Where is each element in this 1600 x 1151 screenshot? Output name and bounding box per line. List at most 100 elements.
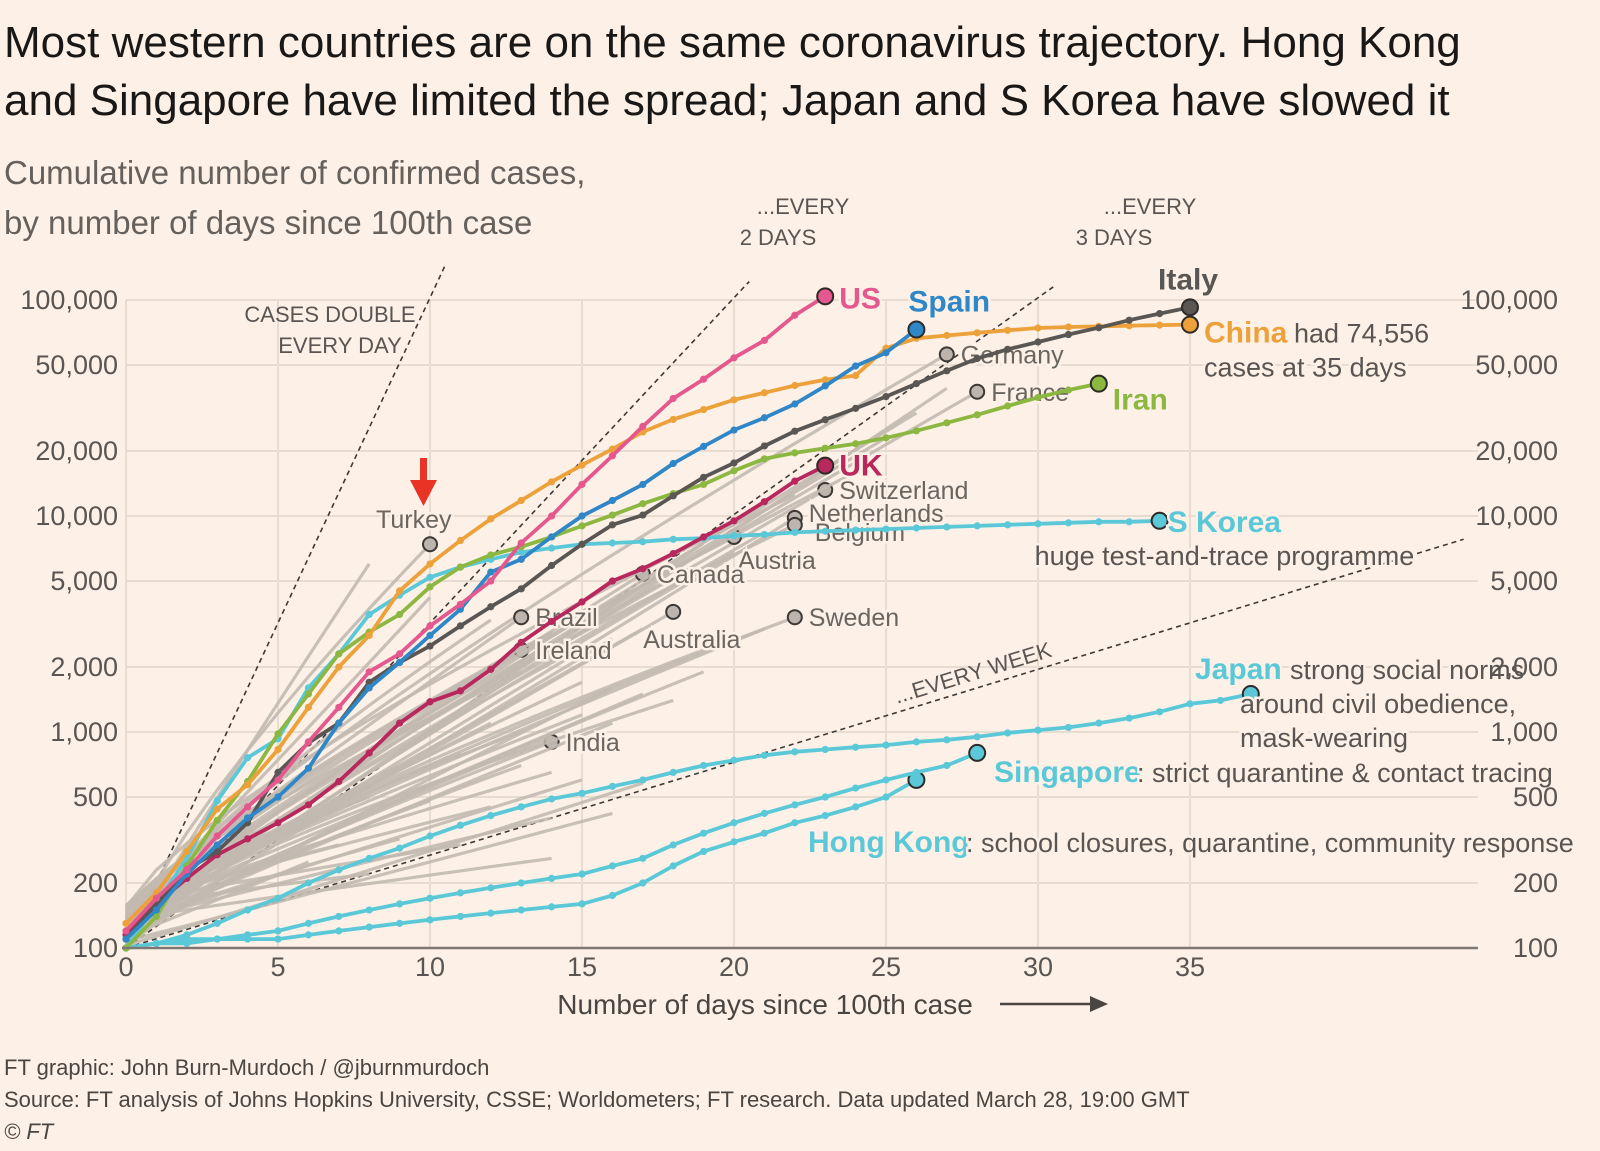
- data-point-china: [852, 371, 860, 380]
- data-point-japan: [578, 789, 586, 797]
- data-point-italy: [669, 492, 677, 500]
- data-point-us: [548, 512, 556, 520]
- grey-series-line: [125, 411, 918, 914]
- data-point-s-korea: [426, 573, 434, 581]
- country-label-australia: Australia: [643, 626, 740, 654]
- data-point-hong-kong: [730, 838, 738, 846]
- data-point-singapore: [912, 768, 921, 777]
- chart-subtitle-line1: Cumulative number of confirmed cases,: [4, 154, 586, 191]
- data-point-china: [943, 331, 951, 340]
- data-point-hong-kong: [426, 916, 434, 924]
- data-point-iran: [912, 427, 921, 435]
- data-point-italy: [1156, 310, 1164, 318]
- data-point-us: [517, 539, 525, 547]
- data-point-s-korea: [1064, 519, 1072, 527]
- data-point-singapore: [396, 900, 404, 908]
- data-point-iran: [821, 444, 829, 452]
- data-point-japan: [548, 795, 556, 803]
- series-endpoint-us: [816, 287, 835, 306]
- series-label-china: China: [1204, 317, 1288, 350]
- data-point-iran: [973, 411, 981, 419]
- data-point-japan: [213, 919, 221, 927]
- data-point-iran: [456, 563, 464, 571]
- data-point-italy: [882, 393, 890, 401]
- data-point-iran: [1034, 393, 1042, 402]
- data-point-japan: [365, 854, 373, 862]
- data-point-china: [1004, 326, 1012, 334]
- country-label-sweden: Sweden: [809, 604, 899, 632]
- data-point-japan: [396, 844, 404, 852]
- data-point-spain: [426, 631, 434, 640]
- data-point-hong-kong: [548, 903, 556, 911]
- data-point-hong-kong: [335, 927, 343, 935]
- turkey-arrow: [410, 458, 437, 506]
- data-point-china: [608, 445, 617, 453]
- y-tick-label-right: 50,000: [1475, 350, 1558, 380]
- data-point-hong-kong: [578, 900, 586, 908]
- grey-series-endpoint: [969, 383, 986, 400]
- data-point-singapore: [548, 874, 556, 883]
- x-axis-arrow-head: [1090, 996, 1108, 1012]
- data-point-china: [578, 461, 586, 469]
- data-point-spain: [152, 906, 160, 914]
- data-point-italy: [548, 561, 556, 570]
- data-point-japan: [608, 782, 617, 790]
- data-point-hong-kong: [852, 803, 860, 811]
- data-point-s-korea: [821, 527, 829, 535]
- data-point-uk: [274, 819, 282, 827]
- data-point-spain: [730, 426, 738, 434]
- data-point-uk: [396, 719, 404, 727]
- y-tick-label-left: 50,000: [35, 350, 118, 380]
- chart-title-line2: and Singapore have limited the spread; J…: [4, 76, 1450, 125]
- data-point-us: [487, 577, 495, 585]
- guide-label-line1: ...EVERY: [1104, 194, 1197, 219]
- country-label-netherlands: Netherlands: [809, 500, 944, 528]
- data-point-china: [821, 376, 829, 384]
- data-point-china: [213, 805, 221, 813]
- data-point-italy: [1004, 345, 1012, 353]
- data-point-japan: [152, 939, 160, 948]
- data-point-japan: [669, 768, 677, 777]
- data-point-uk: [791, 477, 799, 485]
- data-point-us: [426, 622, 434, 630]
- data-point-italy: [639, 511, 647, 519]
- data-point-china: [760, 389, 769, 397]
- data-point-singapore: [700, 829, 708, 837]
- guide-label-line1: CASES DOUBLE: [244, 302, 415, 327]
- data-point-japan: [517, 803, 525, 811]
- data-point-iran: [274, 730, 282, 738]
- data-point-singapore: [213, 935, 221, 943]
- grey-series-endpoint: [665, 603, 682, 620]
- country-label-india: India: [566, 729, 620, 757]
- data-point-singapore: [335, 912, 343, 921]
- data-point-hong-kong: [639, 879, 647, 887]
- data-point-italy: [852, 404, 860, 412]
- series-endpoint-spain: [907, 320, 926, 339]
- series-label-us: US: [839, 282, 881, 315]
- grey-series-line: [125, 811, 613, 943]
- data-point-uk: [335, 777, 343, 786]
- data-point-s-korea: [1034, 520, 1042, 528]
- series-note-japan-line1: strong social norms: [1290, 655, 1524, 685]
- guide-label-line2: 3 DAYS: [1076, 225, 1153, 250]
- data-point-italy: [943, 367, 951, 375]
- data-point-uk: [608, 577, 617, 585]
- footer-source: Source: FT analysis of Johns Hopkins Uni…: [4, 1087, 1190, 1112]
- y-tick-label-left: 100: [73, 933, 118, 963]
- data-point-s-korea: [1004, 521, 1012, 529]
- data-point-s-korea: [1095, 518, 1103, 526]
- data-point-s-korea: [791, 528, 799, 536]
- series-label-iran: Iran: [1113, 383, 1168, 416]
- data-point-italy: [608, 521, 617, 529]
- data-point-china: [487, 515, 495, 523]
- data-point-iran: [943, 419, 951, 427]
- data-point-italy: [912, 380, 921, 388]
- y-tick-label-right: 1,000: [1490, 717, 1558, 747]
- data-point-us: [791, 311, 799, 319]
- data-point-iran: [487, 551, 495, 559]
- series-endpoint-iran: [1089, 374, 1108, 393]
- data-point-s-korea: [669, 535, 677, 543]
- series-label-uk: UK: [839, 450, 883, 483]
- series-label-s-korea: S Korea: [1168, 506, 1282, 539]
- y-tick-label-left: 500: [73, 782, 118, 812]
